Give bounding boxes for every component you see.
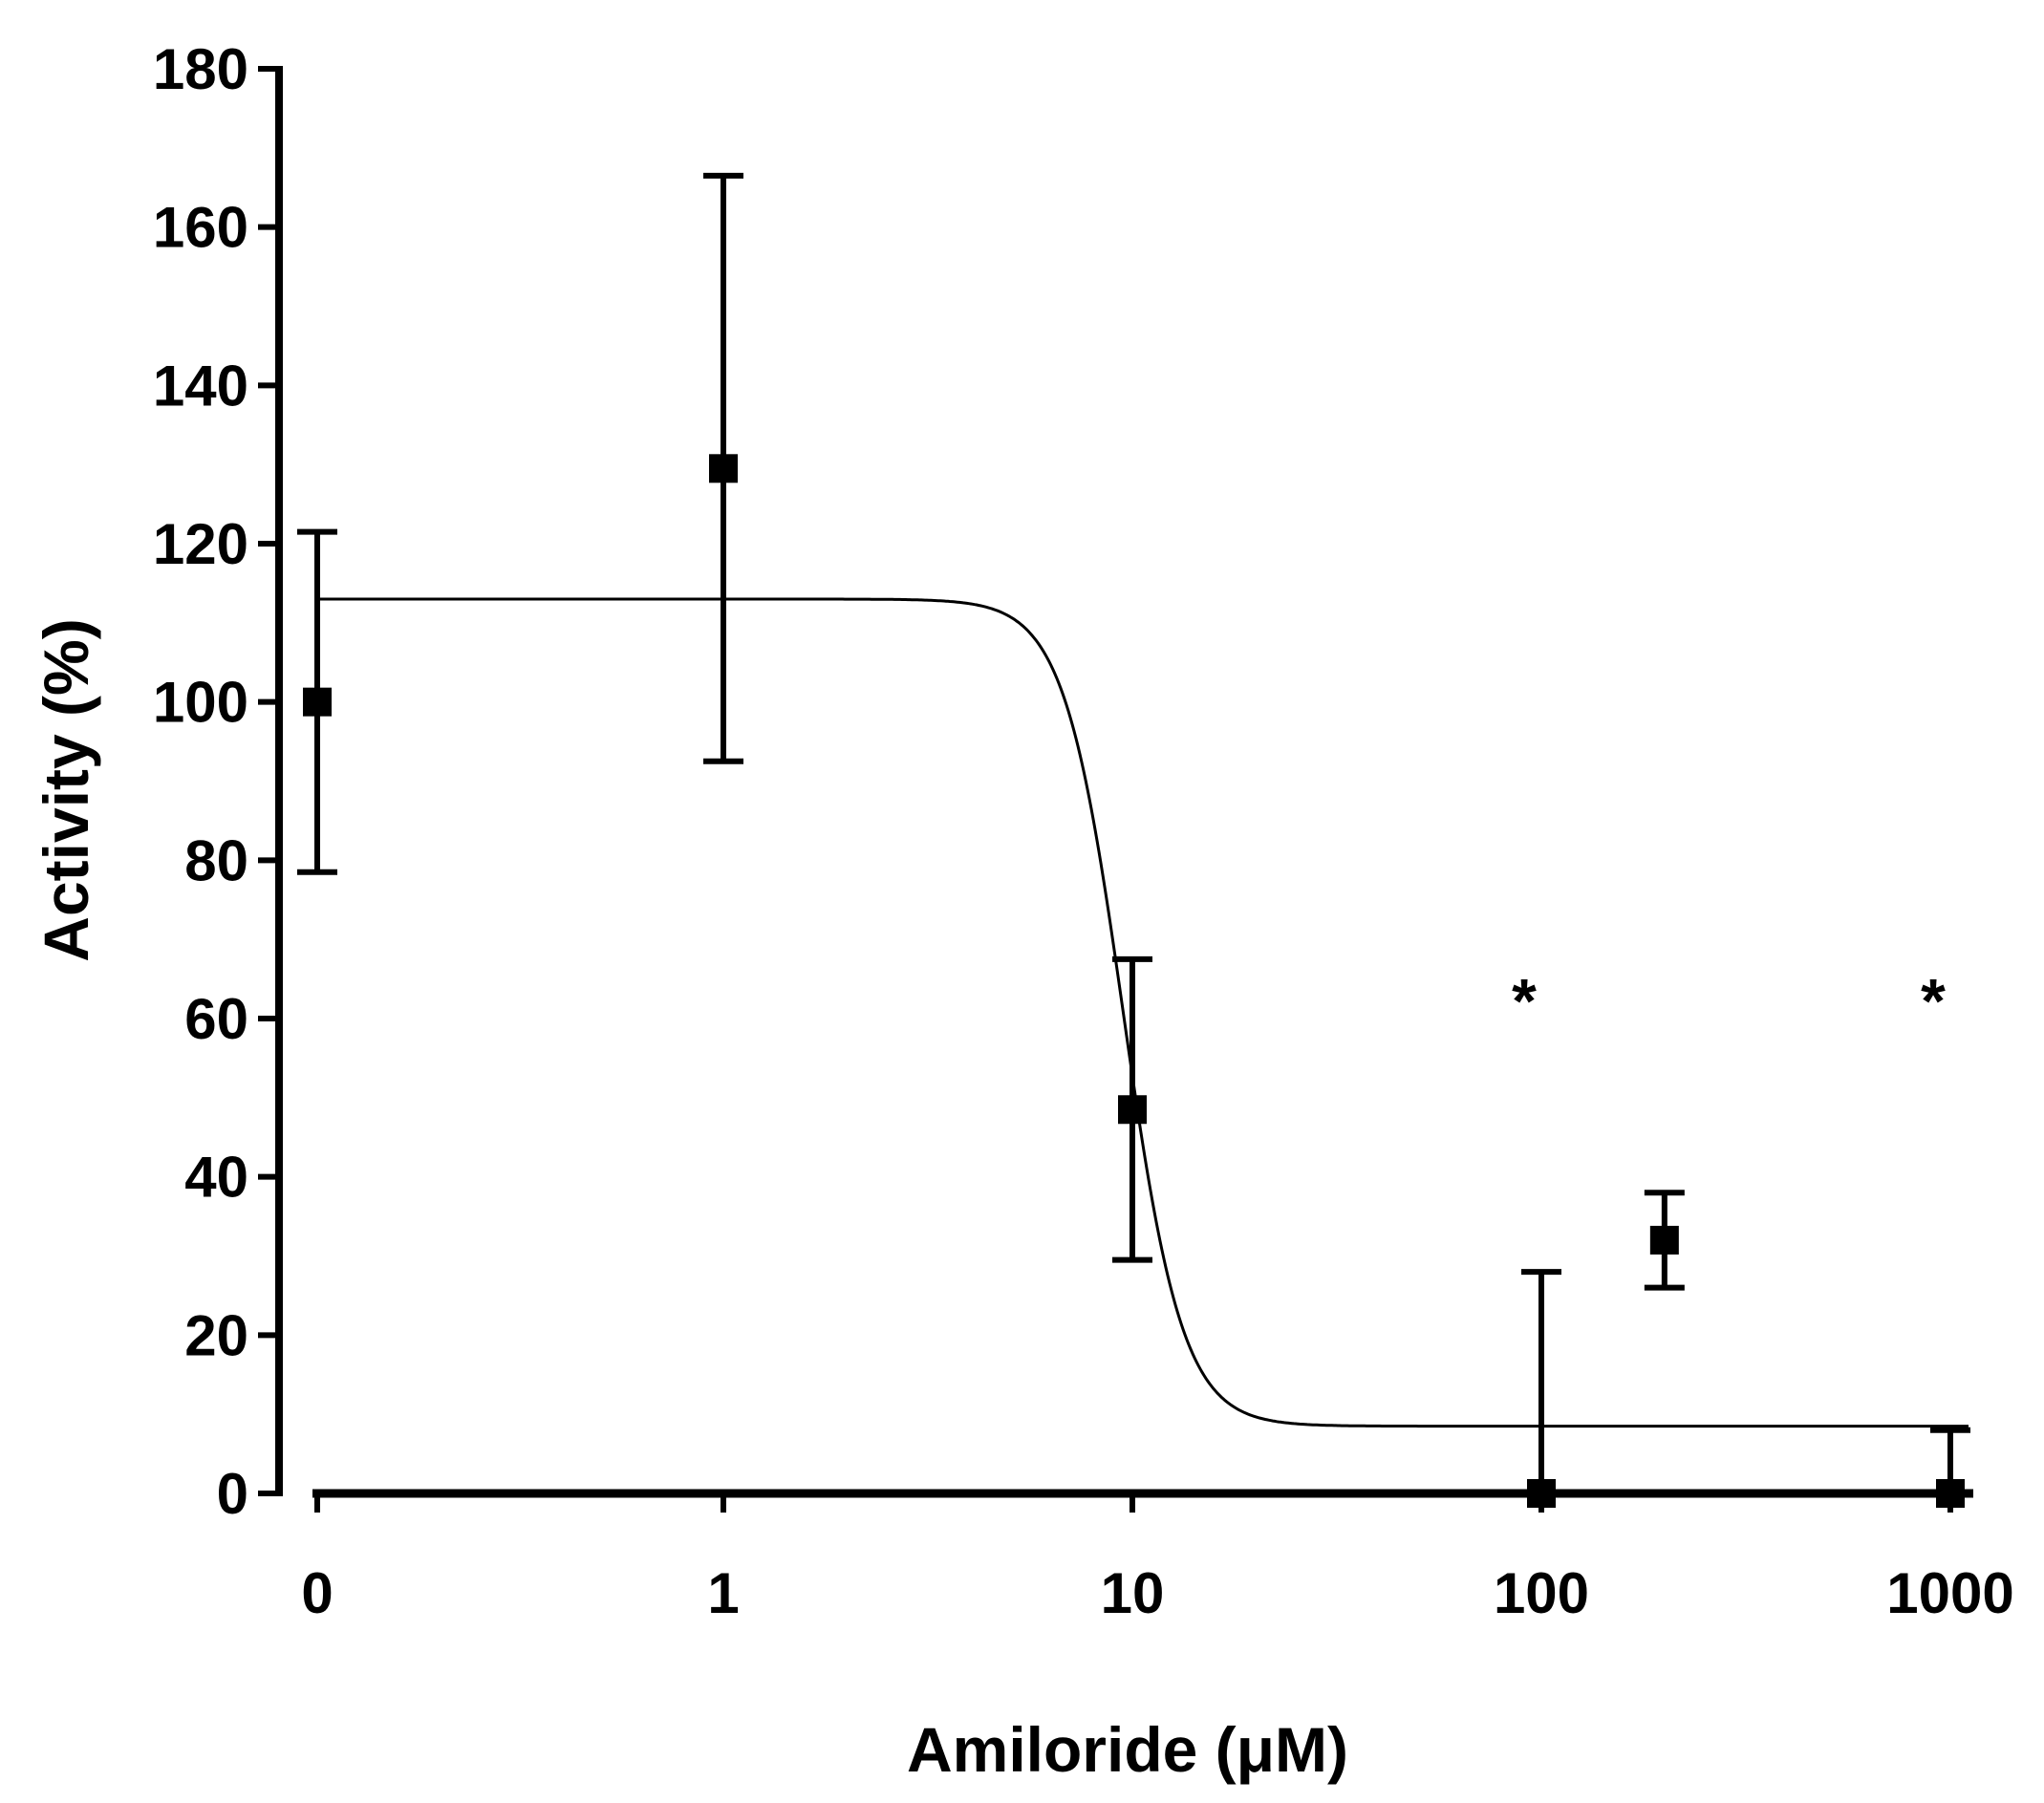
y-tick-label-0: 0 xyxy=(217,1462,248,1526)
x-tick-label-0: 0 xyxy=(301,1561,333,1625)
significance-asterisk: * xyxy=(1921,966,1946,1037)
data-point xyxy=(1644,1190,1685,1291)
y-tick-label-40: 40 xyxy=(184,1146,248,1210)
annotations: * * xyxy=(1512,966,1946,1037)
x-tick-label-10: 10 xyxy=(1101,1561,1165,1625)
data-point xyxy=(703,172,743,764)
fit-curve xyxy=(317,597,1969,1428)
data-point xyxy=(297,528,337,875)
y-tick-label-100: 100 xyxy=(153,671,248,735)
y-axis: 0 20 40 60 80 100 120 140 160 180 xyxy=(153,37,283,1526)
x-tick-label-1000: 1000 xyxy=(1886,1561,2013,1625)
y-tick-label-140: 140 xyxy=(153,354,248,418)
y-tick-label-180: 180 xyxy=(153,37,248,101)
y-tick-label-120: 120 xyxy=(153,512,248,576)
x-axis: 0 1 10 100 1000 xyxy=(301,1489,2014,1625)
marker-square xyxy=(1936,1479,1965,1508)
data-point xyxy=(1930,1427,1970,1508)
data-point xyxy=(1521,1269,1561,1508)
x-tick-label-100: 100 xyxy=(1494,1561,1589,1625)
data-point xyxy=(1112,955,1152,1263)
significance-asterisk: * xyxy=(1512,966,1537,1037)
data-points xyxy=(297,172,1970,1508)
marker-square xyxy=(709,454,738,483)
marker-square xyxy=(1527,1479,1556,1508)
marker-square xyxy=(1118,1095,1147,1125)
y-tick-label-60: 60 xyxy=(184,987,248,1051)
y-tick-label-160: 160 xyxy=(153,196,248,260)
y-tick-label-80: 80 xyxy=(184,828,248,892)
x-tick-label-1: 1 xyxy=(707,1561,739,1625)
fit-curve-group xyxy=(317,597,1969,1428)
marker-square xyxy=(1649,1225,1679,1255)
y-tick-label-20: 20 xyxy=(184,1303,248,1367)
marker-square xyxy=(303,687,332,717)
y-axis-title: Activity (%) xyxy=(31,618,101,961)
x-axis-title: Amiloride (μM) xyxy=(907,1714,1348,1785)
